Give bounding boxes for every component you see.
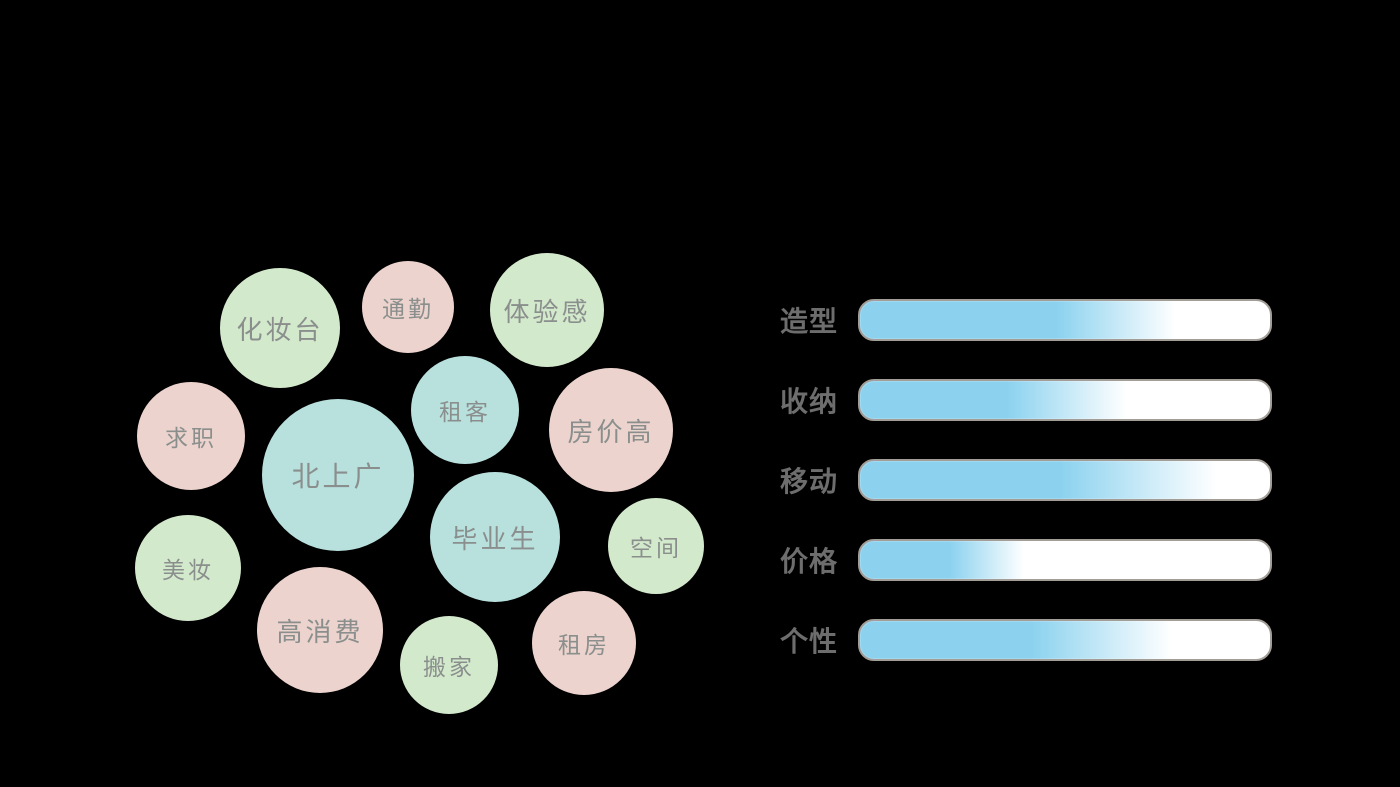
bubble-label: 高消费 [276, 617, 364, 648]
bubble-label: 空间 [630, 536, 682, 562]
bubble-label: 租房 [558, 633, 610, 659]
bubble: 通勤 [362, 261, 454, 353]
bubble: 体验感 [490, 253, 604, 367]
bar-track [858, 299, 1272, 341]
bar-row: 收纳 [780, 379, 1340, 421]
bar-label: 造型 [780, 305, 839, 338]
bar-track [858, 379, 1272, 421]
bar-track [858, 459, 1272, 501]
bubble-label: 搬家 [423, 655, 475, 681]
bubble-label: 北上广 [291, 460, 385, 493]
bar-track [858, 539, 1272, 581]
bar-chart: 造型 收纳 移动 价格 个性 [780, 299, 1340, 699]
bar-row: 价格 [780, 539, 1340, 581]
bubble: 化妆台 [220, 268, 340, 388]
bubble: 租房 [532, 591, 636, 695]
bubble-label: 求职 [165, 426, 217, 452]
bubble-label: 毕业生 [451, 524, 539, 555]
bubble: 房价高 [549, 368, 673, 492]
bubble-label: 房价高 [567, 417, 655, 448]
bubble-label: 通勤 [382, 297, 434, 323]
bar-row: 个性 [780, 619, 1340, 661]
bubble: 高消费 [257, 567, 383, 693]
bar-track [858, 619, 1272, 661]
bar-row: 移动 [780, 459, 1340, 501]
bubble: 空间 [608, 498, 704, 594]
bubble-chart: 化妆台 通勤 体验感 求职 租客 房价高 北上广 毕业生 空间 [135, 253, 704, 714]
bubble: 美妆 [135, 515, 241, 621]
bar-label: 移动 [780, 465, 839, 498]
bubble: 租客 [411, 356, 519, 464]
bubble-label: 体验感 [503, 297, 591, 328]
bubble: 搬家 [400, 616, 498, 714]
bar-label: 收纳 [780, 385, 839, 418]
bubble-label: 化妆台 [236, 315, 324, 346]
bubble: 北上广 [262, 399, 414, 551]
bar-label: 价格 [780, 545, 839, 578]
bar-row: 造型 [780, 299, 1340, 341]
bubble-label: 美妆 [162, 558, 214, 584]
bubble: 毕业生 [430, 472, 560, 602]
bubble-label: 租客 [439, 400, 491, 426]
bar-label: 个性 [780, 625, 839, 658]
bubble: 求职 [137, 382, 245, 490]
